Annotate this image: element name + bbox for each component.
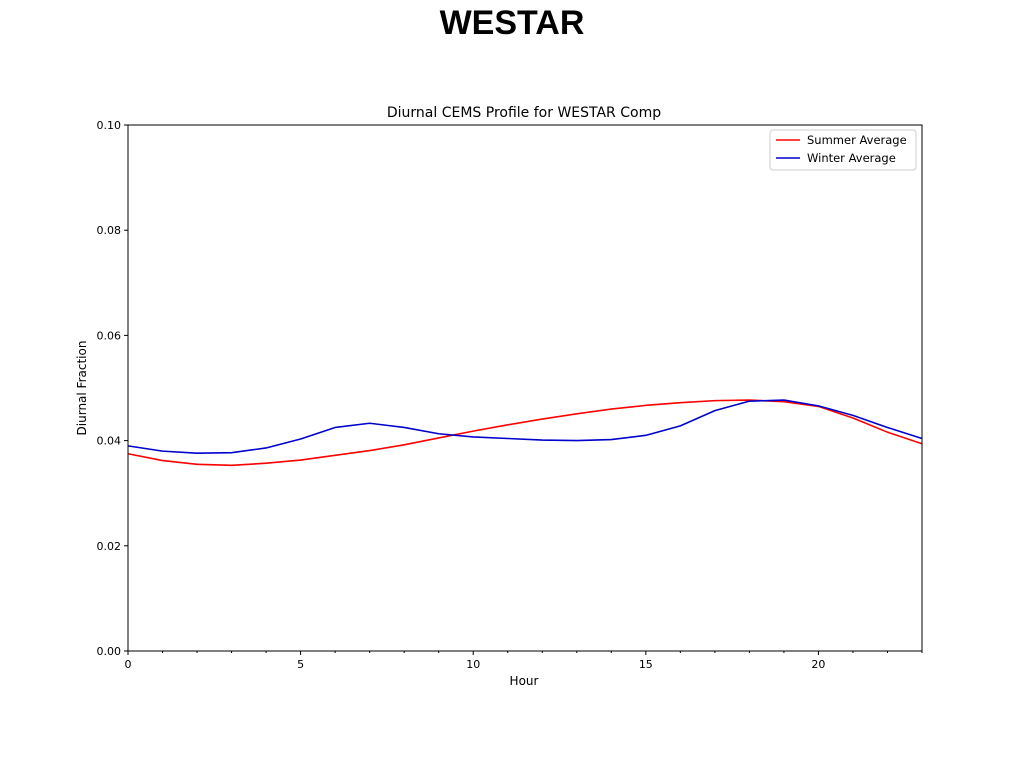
y-tick-label: 0.04: [97, 435, 122, 448]
y-tick-label: 0.00: [97, 645, 122, 658]
y-tick-label: 0.02: [97, 540, 122, 553]
legend: Summer Average Winter Average: [769, 129, 917, 171]
axis-ticks: 0 5 10 15 20 0.00 0.02 0.04 0.06 0.08 0.10: [97, 119, 923, 671]
chart-title: Diurnal CEMS Profile for WESTAR Comp: [387, 105, 661, 121]
legend-label: Winter Average: [807, 151, 896, 165]
legend-label: Summer Average: [807, 133, 907, 147]
x-tick-label: 20: [811, 658, 825, 671]
y-tick-label: 0.10: [97, 119, 122, 132]
x-tick-label: 5: [297, 658, 304, 671]
series-lines: [127, 399, 923, 467]
series-line-summer-average: [127, 399, 923, 467]
y-tick-label: 0.08: [97, 224, 122, 237]
x-tick-label: 10: [466, 658, 480, 671]
plot-frame: [127, 124, 923, 652]
x-axis-label: Hour: [510, 674, 539, 688]
y-axis-label: Diurnal Fraction: [75, 341, 89, 436]
x-tick-label: 0: [125, 658, 132, 671]
x-tick-label: 15: [639, 658, 653, 671]
legend-box: [769, 129, 917, 171]
y-tick-label: 0.06: [97, 329, 122, 342]
series-line-winter-average: [127, 399, 923, 455]
page-title: WESTAR: [439, 4, 585, 42]
